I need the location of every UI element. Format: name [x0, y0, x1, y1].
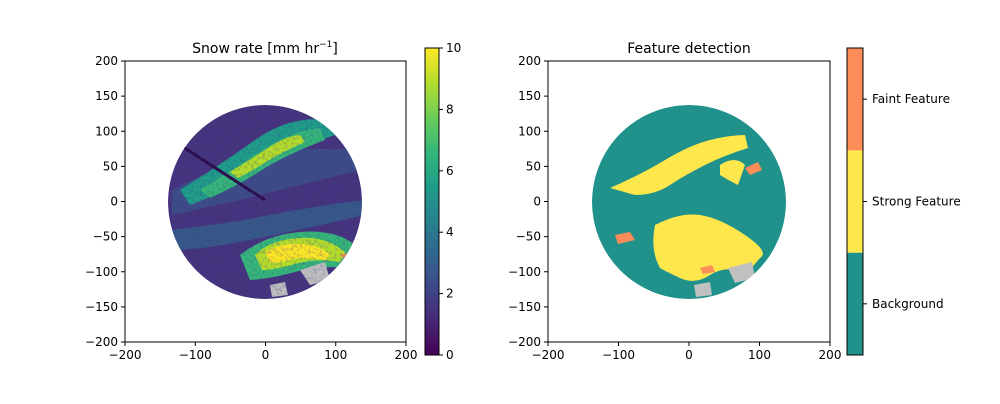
snow-rate-colorbar	[424, 47, 440, 356]
x-tick-label: −200	[109, 348, 142, 362]
feature-detection-colorbar: Background Strong Feature Faint Feature	[846, 47, 961, 356]
colorbar-tick-label: 4	[446, 225, 454, 239]
y-tick-label: −100	[508, 265, 541, 279]
y-tick-label: 50	[526, 159, 541, 173]
y-tick-label: 200	[95, 54, 118, 68]
y-tick-label: 100	[95, 124, 118, 138]
y-tick-label: −200	[85, 335, 118, 349]
x-tick-label: 200	[819, 348, 842, 362]
y-tick-label: 200	[518, 54, 541, 68]
colorbar-tick-label: 0	[446, 348, 454, 362]
snow-rate-axes: −200 −100 0 100 200 200 150 100 50 0 −50 −100 −150 −2…	[85, 54, 417, 362]
x-tick-label: −100	[602, 348, 635, 362]
colorbar-category-label: Strong Feature	[872, 195, 961, 209]
x-tick-label: 0	[262, 348, 270, 362]
y-tick-label: 50	[103, 159, 118, 173]
y-tick-label: −200	[508, 335, 541, 349]
x-tick-label: −200	[532, 348, 565, 362]
feature-detection-data-area	[592, 105, 786, 299]
snow-rate-colorbar-ticks: 0 2 4 6 8 10	[439, 41, 461, 362]
snow-rate-data-area	[168, 105, 362, 299]
colorbar-tick-label: 2	[446, 287, 454, 301]
y-tick-label: −100	[85, 265, 118, 279]
colorbar-tick-label: 10	[446, 41, 461, 55]
x-tick-label: 100	[748, 348, 771, 362]
colorbar-segment	[847, 252, 863, 355]
y-tick-label: 100	[518, 124, 541, 138]
snow-rate-panel: Snow rate [mm hr−1] −200 −100 0 100 20020015…	[85, 40, 461, 362]
x-tick-label: −100	[179, 348, 212, 362]
y-tick-label: 150	[518, 89, 541, 103]
y-tick-label: 0	[110, 195, 118, 209]
colorbar-segment	[847, 48, 863, 151]
colorbar-category-label: Background	[872, 297, 944, 311]
y-tick-label: 150	[95, 89, 118, 103]
colorbar-tick-label: 8	[446, 102, 454, 116]
x-tick-label: 100	[324, 348, 347, 362]
feature-detection-title: Feature detection	[627, 41, 750, 57]
colorbar-category-label: Faint Feature	[872, 92, 950, 106]
feature-detection-panel: Feature detection −200 −100 0 100 200 200 150 1…	[508, 41, 961, 362]
y-tick-label: −50	[516, 230, 541, 244]
x-tick-label: 200	[395, 348, 418, 362]
colorbar-segment	[847, 150, 863, 253]
y-tick-label: −50	[93, 230, 118, 244]
y-tick-label: −150	[85, 300, 118, 314]
colorbar-tick-label: 6	[446, 164, 454, 178]
feature-detection-axes: −200 −100 0 100 200 200 150 100 50 0 −50 −100 −150 −2…	[508, 54, 841, 362]
x-tick-label: 0	[685, 348, 693, 362]
y-tick-label: −150	[508, 300, 541, 314]
colorbar-frame	[846, 47, 864, 356]
y-tick-label: 0	[533, 195, 541, 209]
snow-rate-title: Snow rate [mm hr−1]	[192, 40, 338, 57]
